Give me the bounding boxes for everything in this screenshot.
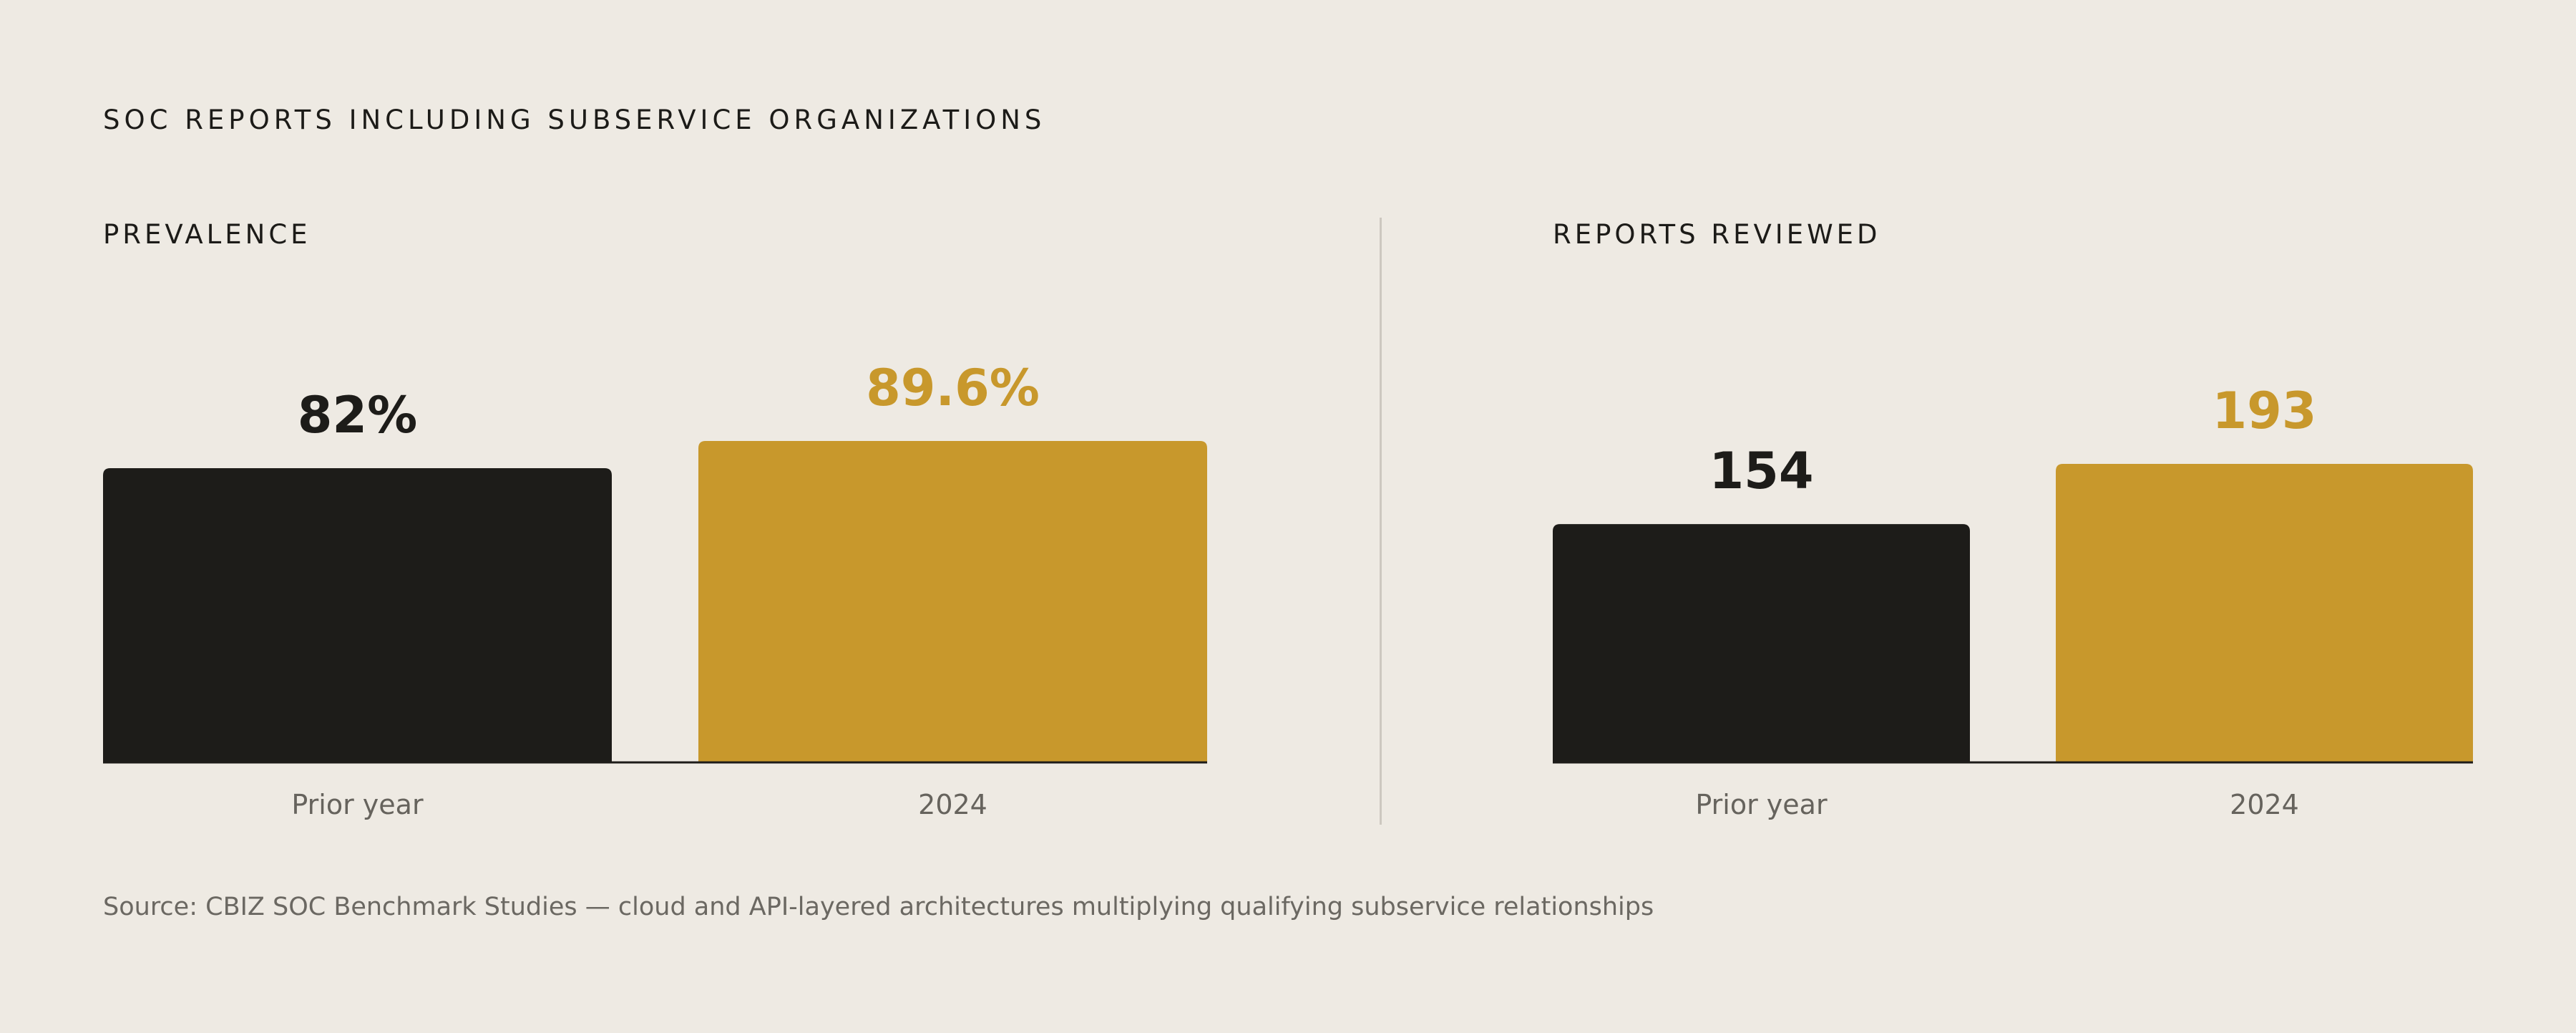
chart-heading: SOC REPORTS INCLUDING SUBSERVICE ORGANIZ… bbox=[103, 105, 1046, 135]
category-label: 2024 bbox=[2230, 789, 2299, 820]
value-label: 89.6% bbox=[866, 359, 1040, 417]
bar-2024 bbox=[2056, 464, 2473, 762]
panel-title-prevalence: PREVALENCE bbox=[103, 219, 311, 250]
category-label: Prior year bbox=[291, 789, 424, 820]
category-label: 2024 bbox=[918, 789, 987, 820]
bar-2024 bbox=[698, 441, 1207, 762]
panel-title-reports-reviewed: REPORTS REVIEWED bbox=[1553, 219, 1881, 250]
bar-prior-year bbox=[103, 468, 612, 762]
category-label: Prior year bbox=[1695, 789, 1828, 820]
value-label: 193 bbox=[2212, 382, 2316, 440]
value-label: 82% bbox=[298, 386, 418, 445]
panel-divider bbox=[1380, 218, 1382, 825]
source-note: Source: CBIZ SOC Benchmark Studies — clo… bbox=[103, 893, 1654, 921]
value-label: 154 bbox=[1709, 442, 1813, 500]
bar-prior-year bbox=[1553, 524, 1970, 762]
